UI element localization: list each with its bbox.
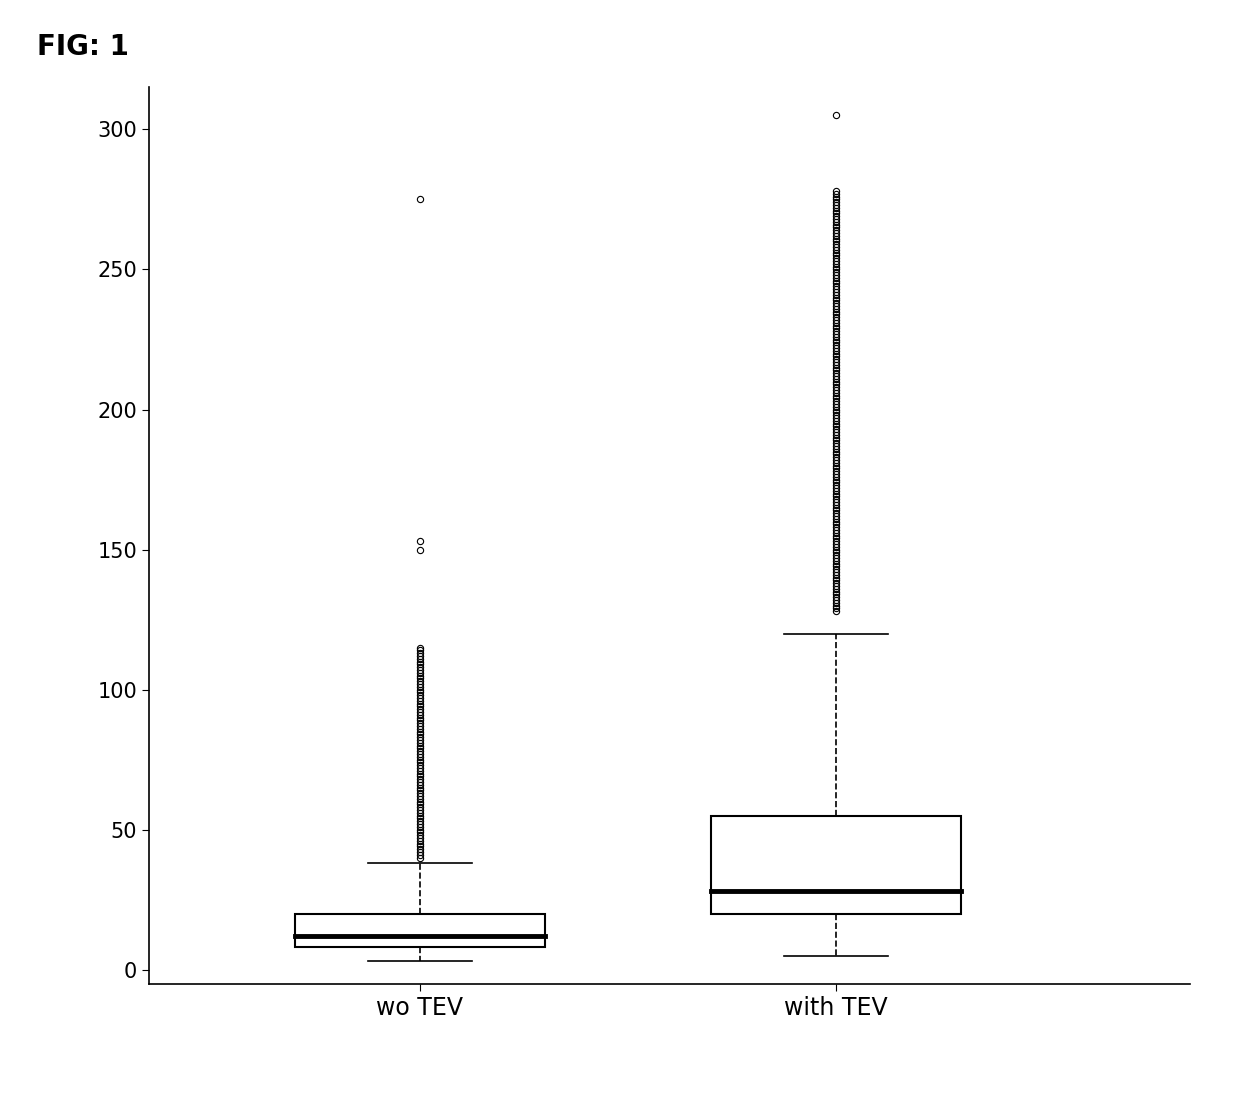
Text: FIG: 1: FIG: 1 (37, 33, 129, 61)
Bar (295, 914, 544, 948)
Bar (712, 815, 961, 914)
